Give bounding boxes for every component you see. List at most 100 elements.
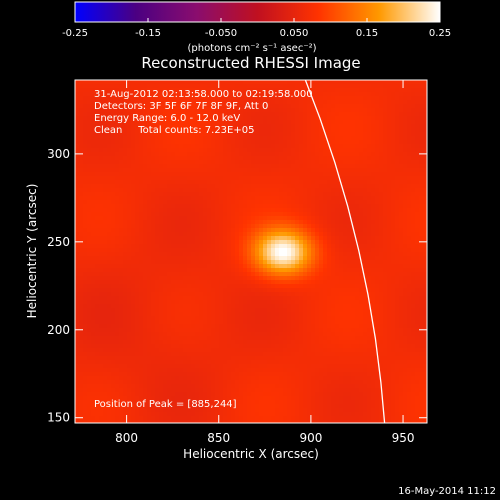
heatmap-cell — [243, 212, 248, 217]
heatmap-cell — [139, 216, 144, 221]
heatmap-cell — [99, 124, 104, 129]
heatmap-cell — [399, 240, 404, 245]
heatmap-cell — [259, 232, 264, 237]
heatmap-cell — [331, 284, 336, 289]
heatmap-cell — [295, 156, 300, 161]
heatmap-cell — [151, 284, 156, 289]
heatmap-cell — [403, 120, 408, 125]
heatmap-cell — [395, 184, 400, 189]
heatmap-cell — [163, 124, 168, 129]
heatmap-cell — [375, 232, 380, 237]
heatmap-cell — [279, 112, 284, 117]
heatmap-cell — [355, 300, 360, 305]
heatmap-cell — [119, 212, 124, 217]
heatmap-cell — [259, 188, 264, 193]
heatmap-cell — [179, 88, 184, 93]
heatmap-cell — [415, 112, 420, 117]
heatmap-cell — [171, 124, 176, 129]
heatmap-cell — [339, 260, 344, 265]
heatmap-cell — [347, 120, 352, 125]
heatmap-cell — [159, 112, 164, 117]
heatmap-cell — [331, 172, 336, 177]
heatmap-cell — [219, 144, 224, 149]
heatmap-cell — [179, 204, 184, 209]
heatmap-cell — [327, 176, 332, 181]
heatmap-cell — [255, 264, 260, 269]
heatmap-cell — [167, 228, 172, 233]
heatmap-cell — [283, 248, 288, 253]
heatmap-cell — [187, 260, 192, 265]
heatmap-cell — [355, 152, 360, 157]
heatmap-cell — [275, 224, 280, 229]
heatmap-cell — [159, 168, 164, 173]
heatmap-cell — [115, 232, 120, 237]
heatmap-cell — [251, 176, 256, 181]
heatmap-cell — [207, 164, 212, 169]
heatmap-cell — [155, 304, 160, 309]
heatmap-cell — [183, 168, 188, 173]
heatmap-cell — [215, 176, 220, 181]
heatmap-cell — [395, 212, 400, 217]
heatmap-cell — [339, 112, 344, 117]
heatmap-cell — [219, 120, 224, 125]
heatmap-cell — [243, 152, 248, 157]
heatmap-cell — [143, 148, 148, 153]
heatmap-cell — [367, 108, 372, 113]
heatmap-cell — [323, 120, 328, 125]
heatmap-cell — [327, 284, 332, 289]
heatmap-cell — [227, 296, 232, 301]
heatmap-cell — [239, 92, 244, 97]
heatmap-cell — [359, 136, 364, 141]
heatmap-cell — [347, 156, 352, 161]
heatmap-cell — [183, 160, 188, 165]
heatmap-cell — [287, 264, 292, 269]
heatmap-cell — [307, 144, 312, 149]
heatmap-cell — [407, 152, 412, 157]
heatmap-cell — [239, 276, 244, 281]
heatmap-cell — [175, 156, 180, 161]
heatmap-cell — [103, 216, 108, 221]
heatmap-cell — [331, 100, 336, 105]
heatmap-cell — [103, 184, 108, 189]
heatmap-cell — [399, 140, 404, 145]
heatmap-cell — [231, 132, 236, 137]
heatmap-cell — [327, 256, 332, 261]
heatmap-cell — [383, 200, 388, 205]
heatmap-cell — [163, 280, 168, 285]
heatmap-cell — [215, 120, 220, 125]
heatmap-cell — [131, 84, 136, 89]
heatmap-cell — [83, 204, 88, 209]
heatmap-cell — [251, 96, 256, 101]
heatmap-cell — [295, 104, 300, 109]
heatmap-cell — [407, 92, 412, 97]
heatmap-cell — [303, 148, 308, 153]
heatmap-cell — [167, 272, 172, 277]
heatmap-cell — [139, 116, 144, 121]
heatmap-cell — [359, 188, 364, 193]
heatmap-cell — [367, 132, 372, 137]
heatmap-cell — [415, 104, 420, 109]
heatmap-cell — [243, 228, 248, 233]
heatmap-cell — [303, 284, 308, 289]
heatmap-cell — [211, 252, 216, 257]
heatmap-cell — [79, 144, 84, 149]
heatmap-cell — [267, 196, 272, 201]
heatmap-cell — [95, 224, 100, 229]
heatmap-cell — [75, 120, 80, 125]
heatmap-cell — [359, 228, 364, 233]
heatmap-cell — [227, 228, 232, 233]
heatmap-cell — [407, 120, 412, 125]
heatmap-cell — [207, 100, 212, 105]
heatmap-cell — [103, 180, 108, 185]
heatmap-cell — [195, 136, 200, 141]
heatmap-cell — [207, 244, 212, 249]
heatmap-cell — [287, 268, 292, 273]
heatmap-cell — [403, 200, 408, 205]
heatmap-cell — [207, 240, 212, 245]
heatmap-cell — [147, 156, 152, 161]
heatmap-cell — [115, 212, 120, 217]
heatmap-cell — [247, 108, 252, 113]
heatmap-cell — [347, 140, 352, 145]
heatmap-cell — [275, 160, 280, 165]
heatmap-cell — [359, 168, 364, 173]
